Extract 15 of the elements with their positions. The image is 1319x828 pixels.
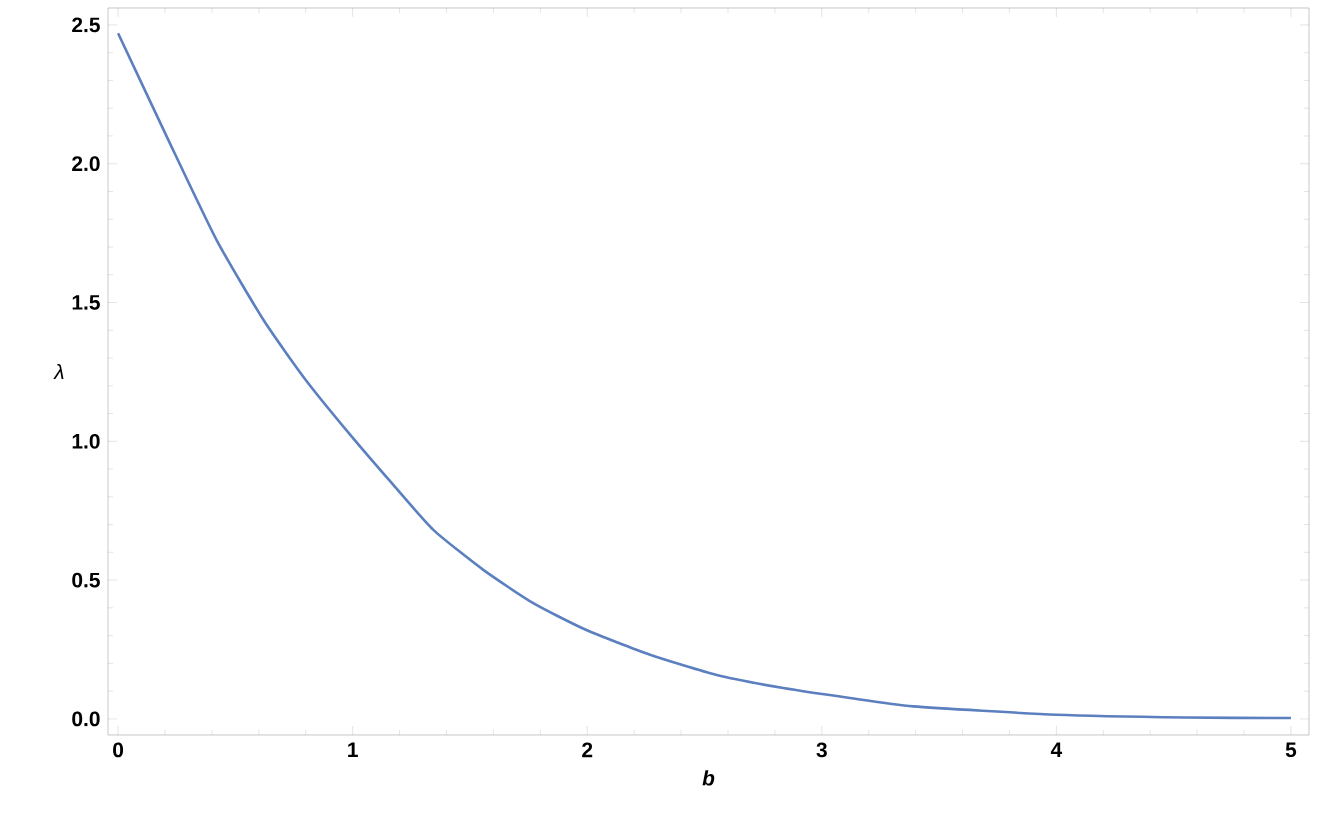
y-axis-title: λ [53, 363, 64, 380]
y-tick-label: 0.0 [72, 711, 100, 727]
y-tick-label: 1.0 [72, 433, 100, 449]
x-tick-label: 3 [816, 742, 827, 758]
x-axis-title: b [702, 770, 715, 786]
x-tick-label: 5 [1285, 742, 1297, 758]
x-tick-label: 4 [1050, 742, 1063, 757]
y-tick-label: 0.5 [72, 572, 100, 588]
y-tick-label: 2.0 [72, 156, 100, 172]
x-tick-label: 0 [113, 742, 124, 758]
line-series [116, 31, 1293, 720]
y-tick-label: 2.5 [72, 17, 100, 33]
y-tick-label: 1.5 [72, 295, 100, 310]
x-tick-label: 2 [582, 742, 593, 758]
x-tick-label: 1 [348, 742, 358, 757]
